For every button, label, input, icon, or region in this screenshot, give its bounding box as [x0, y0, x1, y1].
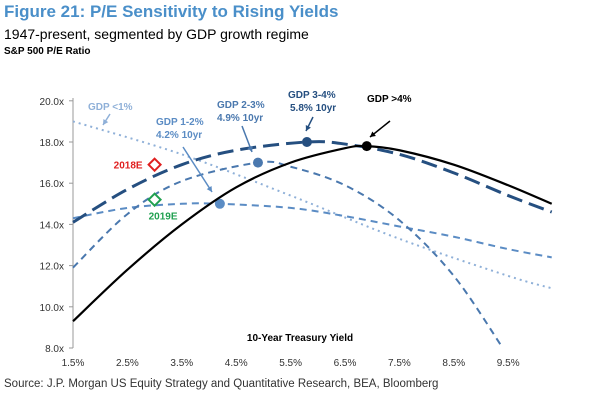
arrow-gdp-gt4-head: [370, 131, 376, 137]
annotation-gdp-lt1: GDP <1%: [88, 102, 133, 113]
x-tick-label: 2.5%: [116, 358, 139, 369]
series-line-4: [72, 144, 553, 323]
y-tick-label: 20.0x: [40, 97, 64, 108]
arrow-gdp-3-4-head: [305, 125, 311, 131]
annotation-gdp-3-4: GDP 3-4%: [288, 90, 336, 101]
estimate-label-2018: 2018E: [114, 161, 143, 172]
x-tick-label: 4.5%: [225, 358, 248, 369]
x-axis-label: 10-Year Treasury Yield: [247, 333, 353, 344]
y-tick-label: 14.0x: [40, 220, 64, 231]
x-tick-label: 9.5%: [497, 358, 520, 369]
y-tick-label: 16.0x: [40, 179, 64, 190]
annotation-gdp-2-3: GDP 2-3%: [217, 100, 265, 111]
estimate-marker-1: [147, 192, 163, 208]
series-line-2: [72, 160, 504, 349]
arrow-gdp-2-3-head: [247, 146, 253, 152]
x-tick-label: 3.5%: [170, 358, 193, 369]
arrow-gdp-1-2: [182, 146, 213, 193]
series-marker-2: [252, 157, 263, 168]
arrow-gdp-1-2-head: [206, 186, 212, 192]
estimate-marker-0: [147, 157, 163, 173]
series-line-0: [72, 120, 552, 290]
x-tick-label: 7.5%: [388, 358, 411, 369]
annotation-gdp-1-2: GDP 1-2%: [156, 117, 204, 128]
x-tick-label: 8.5%: [442, 358, 465, 369]
x-tick-label: 1.5%: [62, 358, 85, 369]
series-line-3: [72, 140, 553, 224]
annotation-gdp-1-2-yield: 4.2% 10yr: [156, 130, 202, 141]
series-marker-1: [214, 198, 225, 209]
x-tick-label: 5.5%: [279, 358, 302, 369]
estimate-label-2019: 2019E: [149, 212, 178, 223]
annotation-gdp-gt4: GDP >4%: [367, 94, 412, 105]
source-note: Source: J.P. Morgan US Equity Strategy a…: [4, 378, 439, 390]
x-tick-label: 6.5%: [334, 358, 357, 369]
annotation-gdp-2-3-yield: 4.9% 10yr: [217, 113, 263, 124]
arrow-gdp-lt1-head: [103, 119, 109, 125]
annotation-gdp-3-4-yield: 5.8% 10yr: [290, 103, 336, 114]
chart-title: Figure 21: P/E Sensitivity to Rising Yie…: [4, 2, 339, 21]
y-tick-label: 8.0x: [45, 344, 64, 355]
series-line-1: [72, 202, 552, 259]
y-tick-label: 10.0x: [40, 303, 64, 314]
chart-subtitle: 1947-present, segmented by GDP growth re…: [4, 26, 309, 42]
y-tick-label: 12.0x: [40, 262, 64, 273]
series-marker-4: [361, 141, 372, 152]
y-axis-label: S&P 500 P/E Ratio: [4, 46, 91, 57]
series-marker-3: [301, 137, 312, 147]
y-tick-label: 18.0x: [40, 138, 64, 149]
